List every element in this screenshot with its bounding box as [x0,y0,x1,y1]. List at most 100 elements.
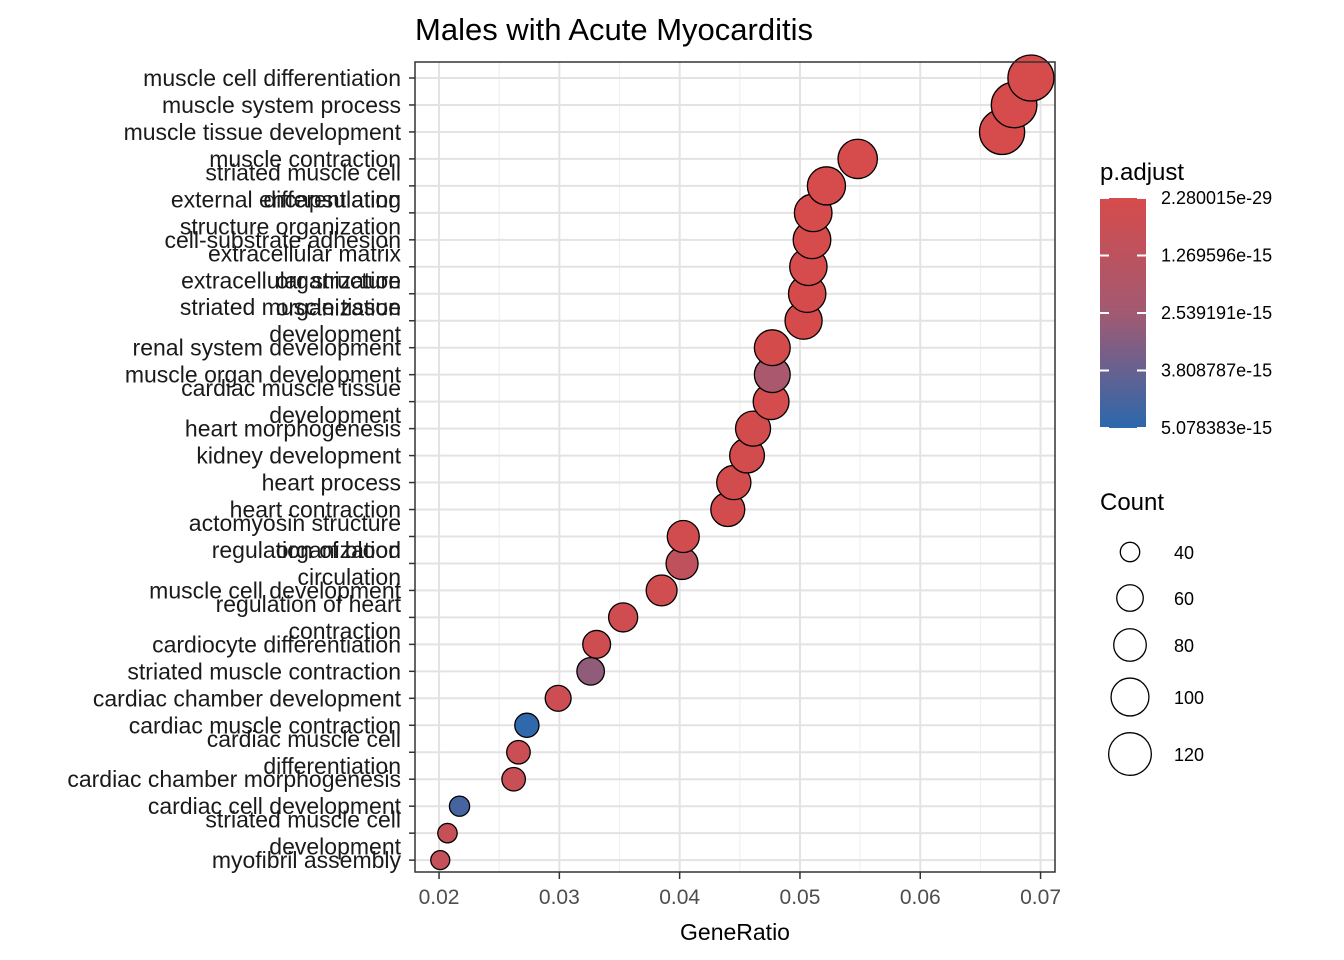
data-points [430,54,1055,871]
y-tick-label: cardiac chamber development [93,685,402,711]
color-legend: p.adjust 2.280015e-29 1.269596e-15 2.53919… [1100,159,1272,438]
y-tick-label-line: regulation of blood [212,537,401,563]
size-legend-circle [1119,541,1141,563]
y-tick-label-line: actomyosin structure [189,510,401,536]
y-tick-label: heart contraction [230,497,401,523]
y-tick-label: muscle organ development [125,362,402,388]
color-legend-label: 1.269596e-15 [1161,246,1272,266]
y-tick-label: striated muscle cell development [205,807,401,860]
data-point [514,712,540,739]
y-tick-label: cardiac muscle contraction [129,712,401,738]
y-tick-label-line: cardiac muscle cell [207,726,401,752]
size-legend: Count 40 60 80 100 120 [1100,489,1204,776]
y-tick-label: heart morphogenesis [185,416,401,442]
data-point [645,574,678,607]
y-tick-label: actomyosin structure organization [189,510,401,563]
data-point [430,849,451,871]
y-tick-label: cardiac chamber morphogenesis [67,766,401,792]
y-tick-label: muscle tissue development [124,119,402,145]
size-legend-items: 40 60 80 100 120 [1108,541,1204,776]
size-legend-circle [1116,584,1144,612]
x-tick-label: 0.03 [539,886,580,909]
y-tick-label: muscle cell development [149,577,401,603]
data-point [1007,54,1055,102]
size-legend-circle [1113,628,1147,662]
size-legend-title: Count [1100,489,1164,516]
x-tick-label: 0.05 [780,886,821,909]
color-legend-label: 2.539191e-15 [1161,303,1272,323]
y-tick-label-line: development [269,321,401,347]
x-tick-label: 0.02 [419,886,460,909]
y-tick-label: renal system development [133,335,402,361]
y-tick-label-line: extracellular matrix [208,240,401,266]
x-tick-label: 0.06 [900,886,941,909]
y-tick-label: extracellular matrix organization [208,240,401,293]
y-tick-label-line: differentiation [263,186,401,212]
data-point [582,629,612,659]
y-tick-label-line: extracellular structure [181,267,401,293]
y-tick-label: muscle contraction [209,146,401,172]
y-tick-label: striated muscle tissue development [180,294,402,347]
y-tick-label: cardiac cell development [148,793,402,819]
data-point [437,822,458,844]
y-tick-label-line: development [269,402,401,428]
y-tick-label: cardiac muscle tissue development [181,375,401,428]
y-tick-label-line: structure organization [180,213,401,239]
y-tick-label-line: striated muscle tissue [180,294,401,320]
y-tick-label: kidney development [196,443,401,469]
x-tick-label: 0.04 [659,886,700,909]
data-point [753,329,791,367]
y-tick-label-line: development [269,834,401,860]
grid-lines [415,62,1055,872]
size-legend-circle [1110,677,1150,717]
y-tick-label: cardiac muscle cell differentiation [207,726,401,779]
y-tick-label: external encapsulating structure organiza… [171,186,401,239]
size-legend-circle [1108,732,1152,776]
color-legend-label: 2.280015e-29 [1161,188,1272,208]
chart-title: Males with Acute Myocarditis [415,12,813,47]
y-tick-label-line: regulation of heart [216,591,402,617]
y-tick-label: regulation of blood circulation [212,537,401,590]
y-tick-label-line: differentiation [263,753,401,779]
y-tick-label: muscle cell differentiation [143,65,401,91]
y-tick-label: striated muscle cell differentiation [205,159,401,212]
y-tick-label-line: organization [276,294,401,320]
data-point [448,795,471,817]
y-tick-label: heart process [262,470,401,496]
data-point [837,138,879,180]
y-tick-label: myofibril assembly [212,847,402,873]
color-legend-label: 5.078383e-15 [1161,418,1272,438]
y-tick-label-line: striated muscle cell [205,159,401,185]
y-tick-label-line: circulation [297,564,401,590]
data-point [607,602,639,633]
y-tick-label-line: contraction [288,618,401,644]
y-tick-label-line: external encapsulating [171,186,401,212]
y-tick-label: striated muscle contraction [127,658,401,684]
y-tick-label-line: organization [276,267,401,293]
color-legend-title: p.adjust [1100,159,1184,186]
size-legend-label: 120 [1174,745,1204,765]
y-tick-label-line: striated muscle cell [205,807,401,833]
data-point [506,739,531,765]
y-tick-label: muscle system process [162,92,401,118]
y-tick-label-line: cardiac muscle tissue [181,375,401,401]
y-tick-label: regulation of heart contraction [216,591,402,644]
x-axis-title: GeneRatio [680,919,790,945]
y-tick-label: cell-substrate adhesion [164,227,401,253]
x-axis: 0.02 0.03 0.04 0.05 0.06 0.07 [419,872,1061,909]
size-legend-label: 40 [1174,543,1194,563]
size-legend-label: 60 [1174,589,1194,609]
size-legend-label: 80 [1174,636,1194,656]
color-legend-label: 3.808787e-15 [1161,361,1272,381]
y-tick-label-line: organization [276,537,401,563]
data-point [806,166,847,206]
x-tick-label: 0.07 [1020,886,1061,909]
data-point [734,410,772,447]
data-point [501,766,527,792]
data-point [544,684,572,712]
y-tick-label: cardiocyte differentiation [152,631,401,657]
data-point [666,519,700,554]
data-point [576,656,606,686]
